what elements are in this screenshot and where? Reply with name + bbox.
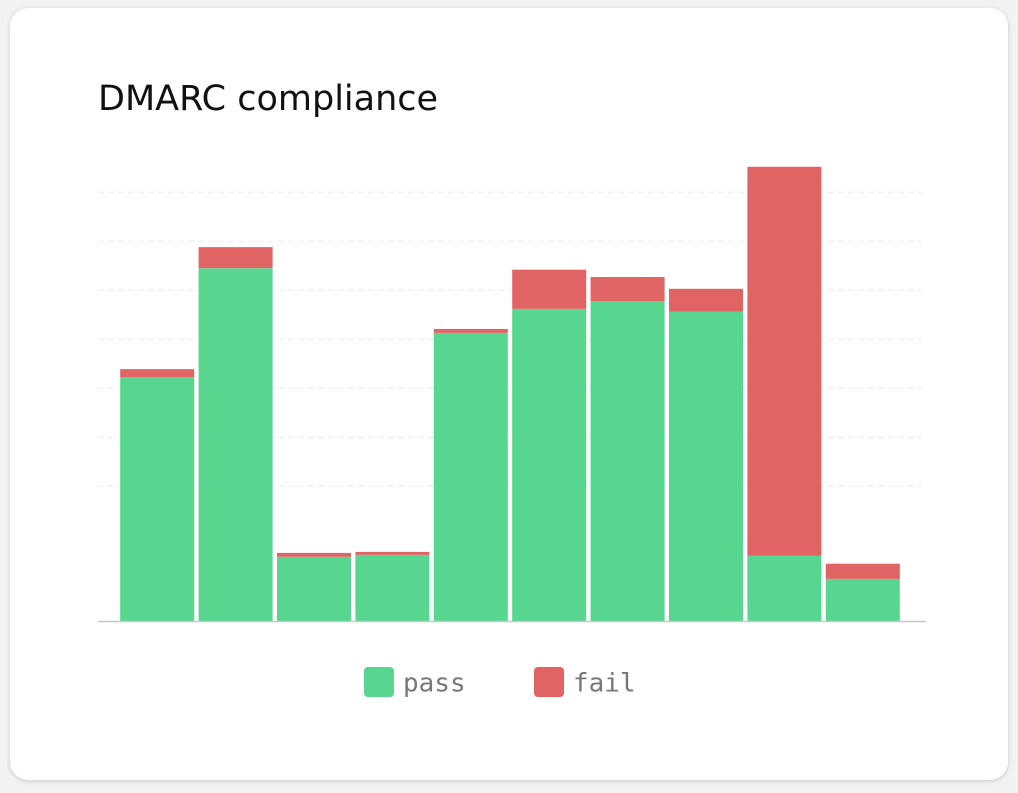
bar-segment	[198, 268, 273, 621]
bar-segment	[747, 555, 822, 621]
bar-segment	[277, 552, 351, 557]
bar-segment	[355, 554, 430, 621]
bar-segment	[198, 247, 273, 269]
bar-segment	[669, 288, 743, 312]
bar-segment	[590, 277, 665, 302]
bar-segment	[120, 369, 195, 377]
bar-segment	[747, 166, 822, 556]
bar-segment	[277, 556, 351, 621]
legend-swatch	[364, 667, 394, 697]
bar-segment	[355, 551, 430, 555]
bar-segment	[512, 308, 587, 621]
bar-segment	[590, 301, 665, 621]
legend-label: fail	[573, 669, 636, 699]
bar-segment	[433, 328, 508, 333]
bar-segment	[120, 376, 195, 621]
bar-segment	[825, 578, 900, 621]
chart-title: DMARC compliance	[98, 79, 438, 119]
bar-segment	[825, 563, 900, 579]
legend-swatch	[534, 667, 564, 697]
legend-label: pass	[403, 669, 466, 699]
bar-segment	[669, 311, 743, 621]
bar-segment	[512, 269, 587, 309]
bar-segment	[433, 332, 508, 621]
